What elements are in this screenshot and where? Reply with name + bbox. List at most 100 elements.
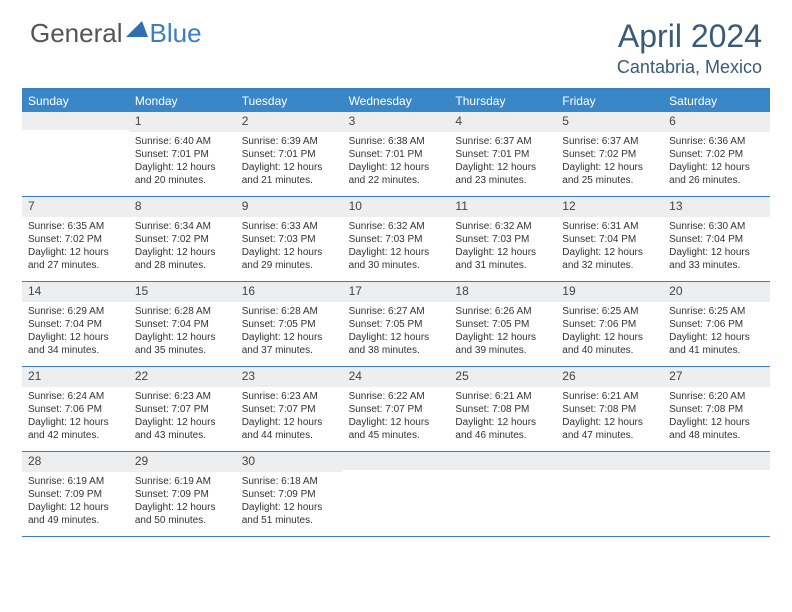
day-d1: Daylight: 12 hours: [562, 416, 657, 429]
week-row: 7Sunrise: 6:35 AMSunset: 7:02 PMDaylight…: [22, 197, 770, 282]
day-cell: 29Sunrise: 6:19 AMSunset: 7:09 PMDayligh…: [129, 452, 236, 536]
day-content: Sunrise: 6:20 AMSunset: 7:08 PMDaylight:…: [663, 387, 770, 448]
day-cell: 15Sunrise: 6:28 AMSunset: 7:04 PMDayligh…: [129, 282, 236, 366]
day-cell: 4Sunrise: 6:37 AMSunset: 7:01 PMDaylight…: [449, 112, 556, 196]
day-number: 16: [236, 282, 343, 302]
day-set: Sunset: 7:07 PM: [135, 403, 230, 416]
day-set: Sunset: 7:07 PM: [349, 403, 444, 416]
day-content: Sunrise: 6:35 AMSunset: 7:02 PMDaylight:…: [22, 217, 129, 278]
day-cell: 21Sunrise: 6:24 AMSunset: 7:06 PMDayligh…: [22, 367, 129, 451]
day-set: Sunset: 7:01 PM: [349, 148, 444, 161]
day-number: 2: [236, 112, 343, 132]
day-content: Sunrise: 6:28 AMSunset: 7:04 PMDaylight:…: [129, 302, 236, 363]
day-d2: and 38 minutes.: [349, 344, 444, 357]
day-d1: Daylight: 12 hours: [242, 331, 337, 344]
day-content: Sunrise: 6:32 AMSunset: 7:03 PMDaylight:…: [449, 217, 556, 278]
day-d1: Daylight: 12 hours: [455, 161, 550, 174]
day-content: Sunrise: 6:23 AMSunset: 7:07 PMDaylight:…: [129, 387, 236, 448]
day-content: Sunrise: 6:25 AMSunset: 7:06 PMDaylight:…: [663, 302, 770, 363]
day-d1: Daylight: 12 hours: [135, 246, 230, 259]
empty-day-bar: [343, 452, 450, 470]
day-cell: 14Sunrise: 6:29 AMSunset: 7:04 PMDayligh…: [22, 282, 129, 366]
day-d1: Daylight: 12 hours: [28, 501, 123, 514]
day-d2: and 49 minutes.: [28, 514, 123, 527]
day-content: Sunrise: 6:37 AMSunset: 7:02 PMDaylight:…: [556, 132, 663, 193]
day-d2: and 22 minutes.: [349, 174, 444, 187]
day-d2: and 40 minutes.: [562, 344, 657, 357]
day-d2: and 41 minutes.: [669, 344, 764, 357]
day-rise: Sunrise: 6:31 AM: [562, 220, 657, 233]
day-set: Sunset: 7:04 PM: [28, 318, 123, 331]
day-rise: Sunrise: 6:19 AM: [28, 475, 123, 488]
day-number: 28: [22, 452, 129, 472]
day-cell: 24Sunrise: 6:22 AMSunset: 7:07 PMDayligh…: [343, 367, 450, 451]
day-cell: 28 Sunrise: 6:19 AMSunset: 7:09 PMDayligh…: [22, 452, 129, 536]
day-set: Sunset: 7:03 PM: [455, 233, 550, 246]
calendar: SundayMondayTuesdayWednesdayThursdayFrid…: [22, 88, 770, 537]
day-d2: and 27 minutes.: [28, 259, 123, 272]
day-set: Sunset: 7:01 PM: [455, 148, 550, 161]
day-number: 17: [343, 282, 450, 302]
day-number: 26: [556, 367, 663, 387]
day-content: Sunrise: 6:33 AMSunset: 7:03 PMDaylight:…: [236, 217, 343, 278]
day-d2: and 45 minutes.: [349, 429, 444, 442]
week-row: 21Sunrise: 6:24 AMSunset: 7:06 PMDayligh…: [22, 367, 770, 452]
week-row: 14Sunrise: 6:29 AMSunset: 7:04 PMDayligh…: [22, 282, 770, 367]
day-d1: Daylight: 12 hours: [28, 416, 123, 429]
day-content: Sunrise: 6:40 AMSunset: 7:01 PMDaylight:…: [129, 132, 236, 193]
day-rise: Sunrise: 6:21 AM: [562, 390, 657, 403]
calendar-body: 1Sunrise: 6:40 AMSunset: 7:01 PMDaylight…: [22, 112, 770, 537]
day-cell: 25Sunrise: 6:21 AMSunset: 7:08 PMDayligh…: [449, 367, 556, 451]
weekday-header: Tuesday: [236, 90, 343, 112]
day-rise: Sunrise: 6:23 AM: [135, 390, 230, 403]
day-rise: Sunrise: 6:33 AM: [242, 220, 337, 233]
day-set: Sunset: 7:04 PM: [562, 233, 657, 246]
day-cell: 11Sunrise: 6:32 AMSunset: 7:03 PMDayligh…: [449, 197, 556, 281]
day-cell: 2Sunrise: 6:39 AMSunset: 7:01 PMDaylight…: [236, 112, 343, 196]
day-rise: Sunrise: 6:20 AM: [669, 390, 764, 403]
day-d1: Daylight: 12 hours: [349, 331, 444, 344]
day-content: Sunrise: 6:36 AMSunset: 7:02 PMDaylight:…: [663, 132, 770, 193]
day-d2: and 37 minutes.: [242, 344, 337, 357]
day-rise: Sunrise: 6:28 AM: [135, 305, 230, 318]
day-d1: Daylight: 12 hours: [455, 416, 550, 429]
day-content: Sunrise: 6:32 AMSunset: 7:03 PMDaylight:…: [343, 217, 450, 278]
logo-text-general: General: [30, 18, 123, 49]
day-content: Sunrise: 6:26 AMSunset: 7:05 PMDaylight:…: [449, 302, 556, 363]
day-d1: Daylight: 12 hours: [562, 246, 657, 259]
day-set: Sunset: 7:08 PM: [562, 403, 657, 416]
day-d2: and 39 minutes.: [455, 344, 550, 357]
day-rise: Sunrise: 6:25 AM: [669, 305, 764, 318]
day-rise: Sunrise: 6:32 AM: [349, 220, 444, 233]
day-number: 1: [129, 112, 236, 132]
day-set: Sunset: 7:09 PM: [242, 488, 337, 501]
day-rise: Sunrise: 6:36 AM: [669, 135, 764, 148]
day-d2: and 51 minutes.: [242, 514, 337, 527]
weekday-header: Thursday: [449, 90, 556, 112]
day-set: Sunset: 7:04 PM: [669, 233, 764, 246]
day-d1: Daylight: 12 hours: [28, 246, 123, 259]
day-cell: 18Sunrise: 6:26 AMSunset: 7:05 PMDayligh…: [449, 282, 556, 366]
day-cell: 9Sunrise: 6:33 AMSunset: 7:03 PMDaylight…: [236, 197, 343, 281]
triangle-icon: [126, 21, 148, 44]
day-cell: 26 Sunrise: 6:21 AMSunset: 7:08 PMDayligh…: [556, 367, 663, 451]
day-d1: Daylight: 12 hours: [669, 161, 764, 174]
weekday-header: Wednesday: [343, 90, 450, 112]
day-content: Sunrise: 6:37 AMSunset: 7:01 PMDaylight:…: [449, 132, 556, 193]
day-d2: and 32 minutes.: [562, 259, 657, 272]
day-set: Sunset: 7:09 PM: [28, 488, 123, 501]
day-set: Sunset: 7:06 PM: [28, 403, 123, 416]
day-set: Sunset: 7:09 PM: [135, 488, 230, 501]
day-content: Sunrise: 6:24 AMSunset: 7:06 PMDaylight:…: [22, 387, 129, 448]
day-content: Sunrise: 6:21 AMSunset: 7:08 PMDaylight:…: [449, 387, 556, 448]
day-d2: and 30 minutes.: [349, 259, 444, 272]
day-number: 4: [449, 112, 556, 132]
day-d1: Daylight: 12 hours: [135, 501, 230, 514]
empty-day-bar: [449, 452, 556, 470]
month-title: April 2024: [617, 18, 762, 55]
day-rise: Sunrise: 6:38 AM: [349, 135, 444, 148]
day-number: 22: [129, 367, 236, 387]
day-content: Sunrise: 6:22 AMSunset: 7:07 PMDaylight:…: [343, 387, 450, 448]
day-d2: and 48 minutes.: [669, 429, 764, 442]
day-number: 3: [343, 112, 450, 132]
